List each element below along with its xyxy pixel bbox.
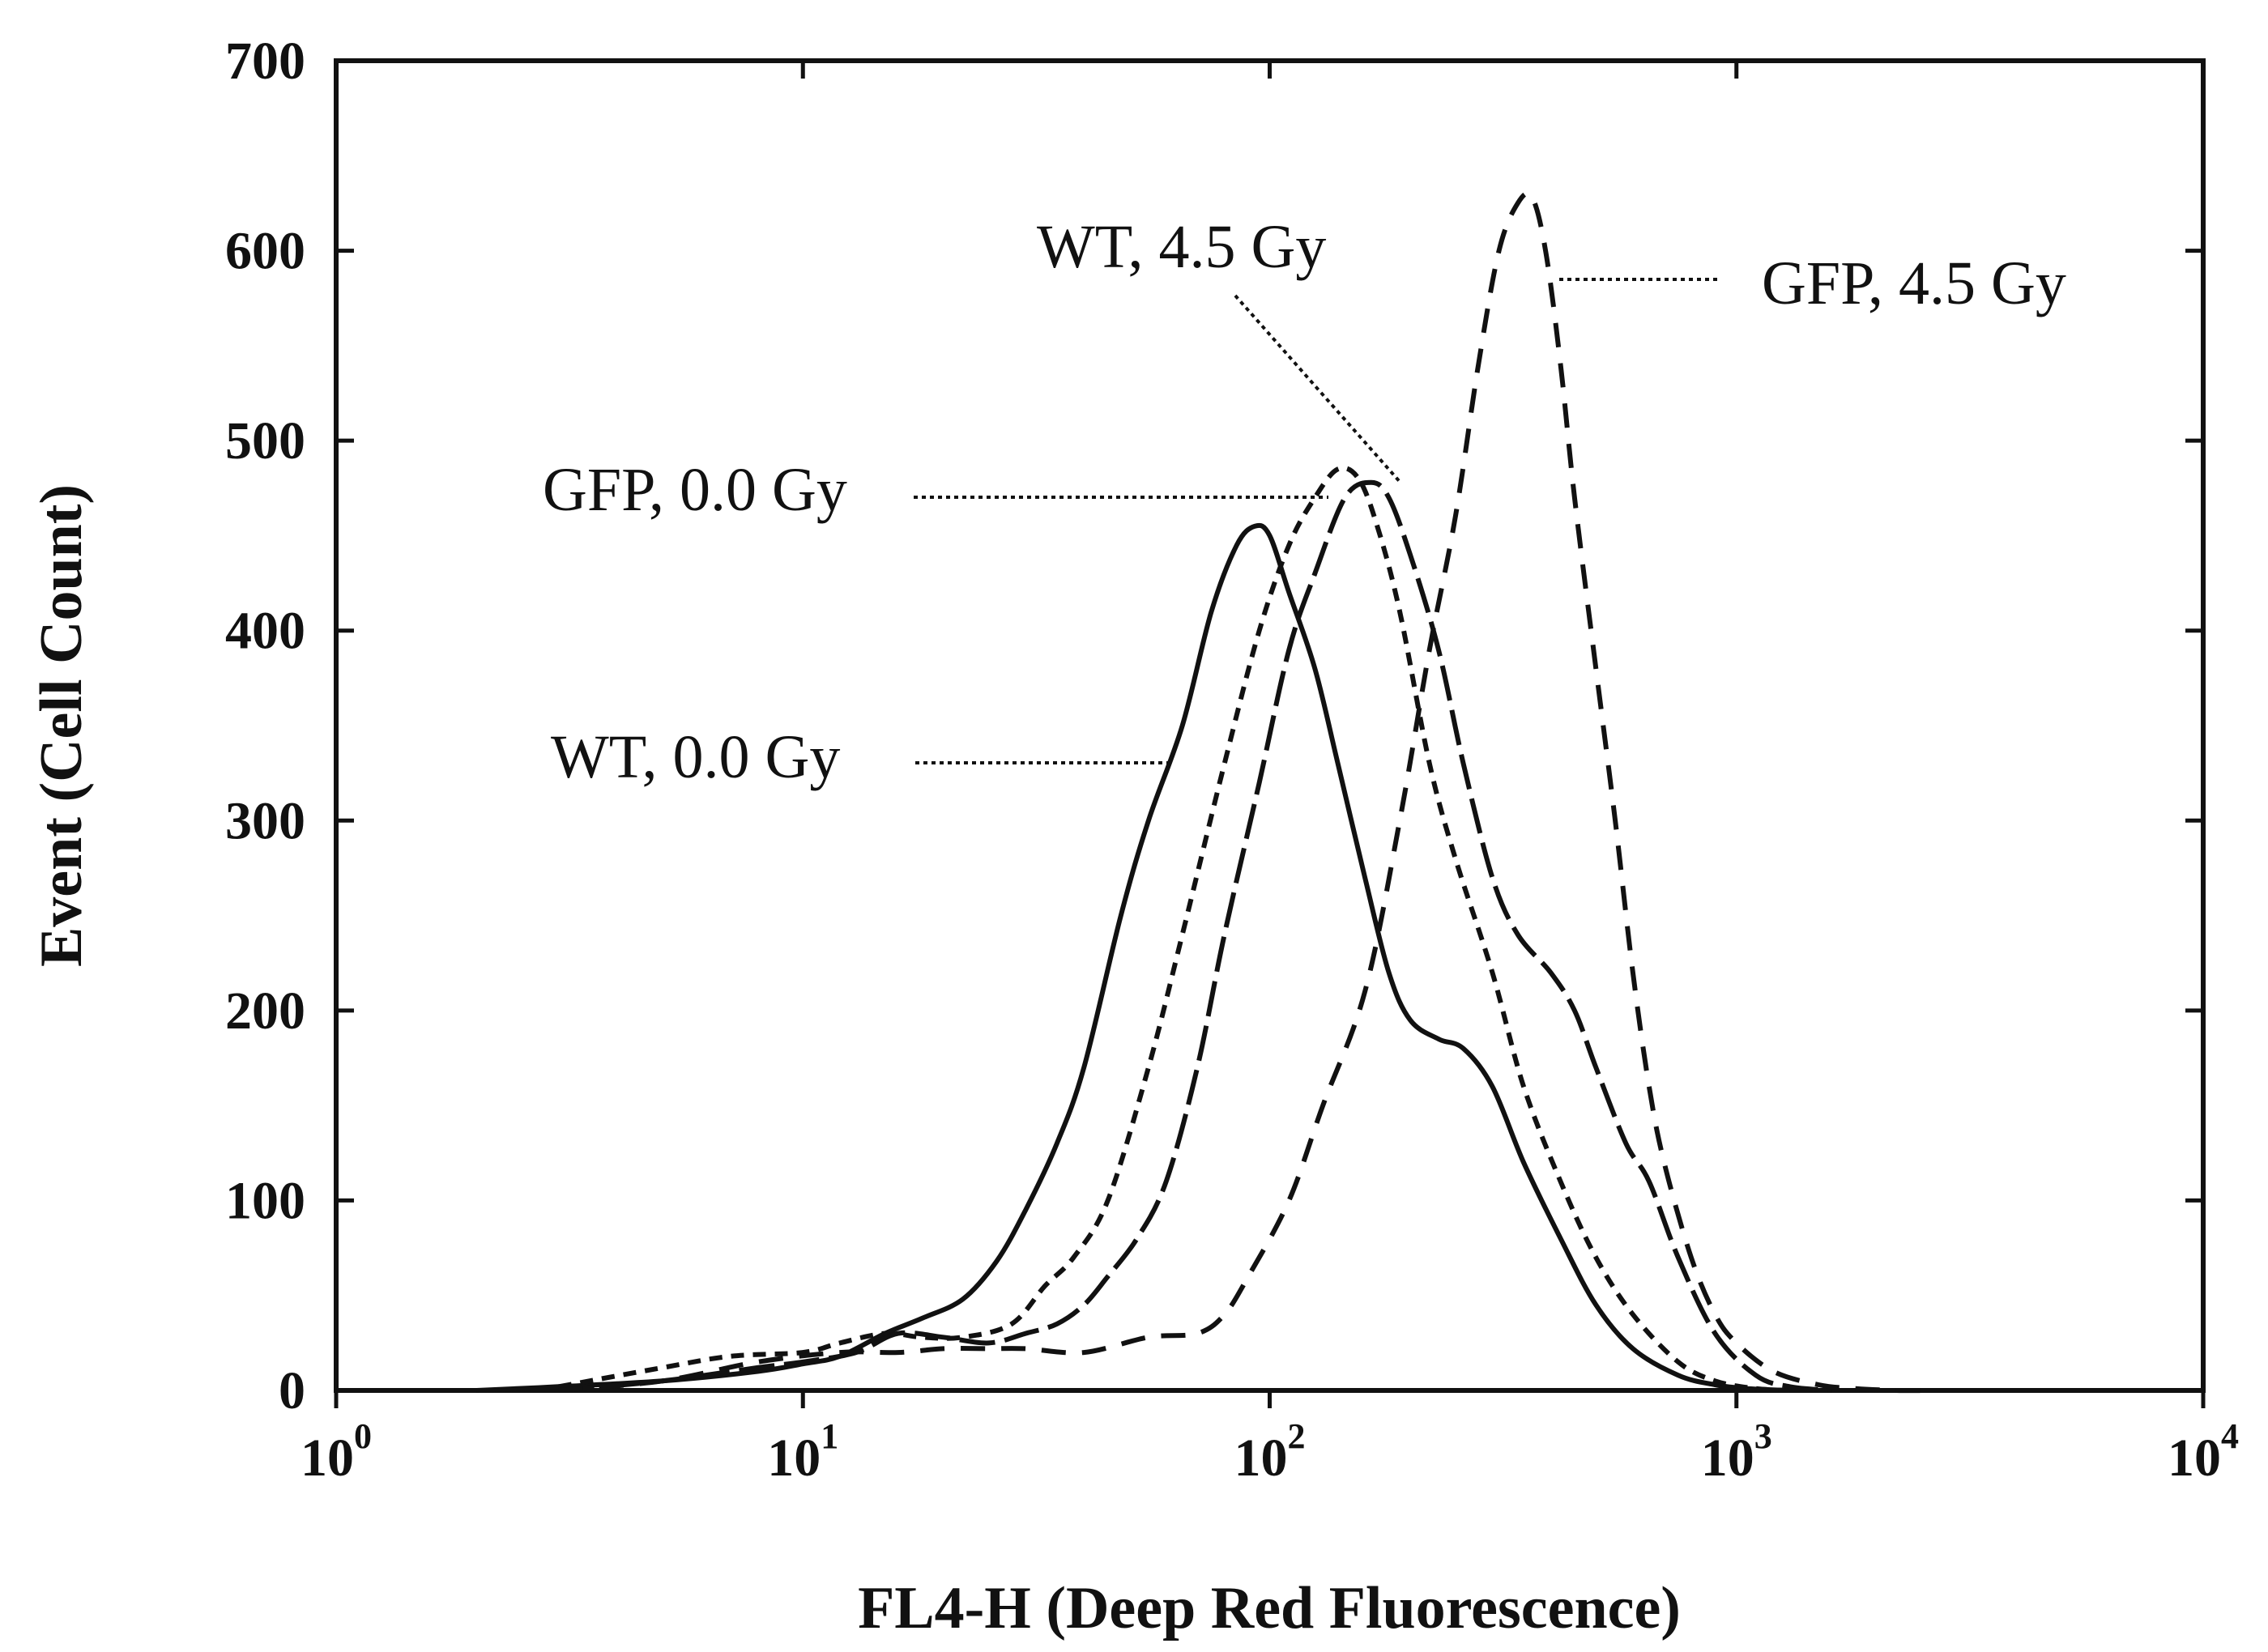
y-tick-label: 0: [279, 1361, 305, 1420]
x-axis-title: FL4-H (Deep Red Fluorescence): [858, 1575, 1681, 1641]
y-tick-label: 700: [225, 32, 305, 91]
annotation-label-wt-4-5-gy: WT, 4.5 Gy: [1037, 213, 1326, 281]
x-tick-label: 100: [301, 1416, 372, 1488]
annotation-label-gfp-4-5-gy: GFP, 4.5 Gy: [1762, 249, 2066, 317]
x-tick-label: 101: [767, 1416, 838, 1488]
series-line-gfp-4-5-gy: [558, 190, 1930, 1394]
y-tick-label: 100: [225, 1171, 305, 1230]
series-layer: [476, 190, 1930, 1394]
y-tick-label: 400: [225, 602, 305, 661]
y-tick-label: 200: [225, 981, 305, 1041]
x-tick-label: 103: [1701, 1416, 1772, 1488]
y-axis-title: Event (Cell Count): [28, 484, 95, 967]
annotation-leader-line: [1234, 294, 1403, 485]
y-tick-label: 600: [225, 222, 305, 281]
x-tick-label: 102: [1234, 1416, 1306, 1488]
y-tick-label: 500: [225, 411, 305, 470]
annotation-label-wt-0-0-gy: WT, 0.0 Gy: [551, 723, 840, 791]
y-tick-label: 300: [225, 791, 305, 850]
x-tick-label: 104: [2168, 1416, 2239, 1488]
annotation-layer: GFP, 4.5 Gy WT, 4.5 Gy GFP, 0.0 Gy WT, 0.0 …: [543, 213, 2066, 791]
series-line-wt-4-5-gy: [558, 479, 1832, 1393]
annotation-label-gfp-0-0-gy: GFP, 0.0 Gy: [543, 456, 847, 524]
series-line-gfp-0-0-gy: [558, 465, 1790, 1393]
